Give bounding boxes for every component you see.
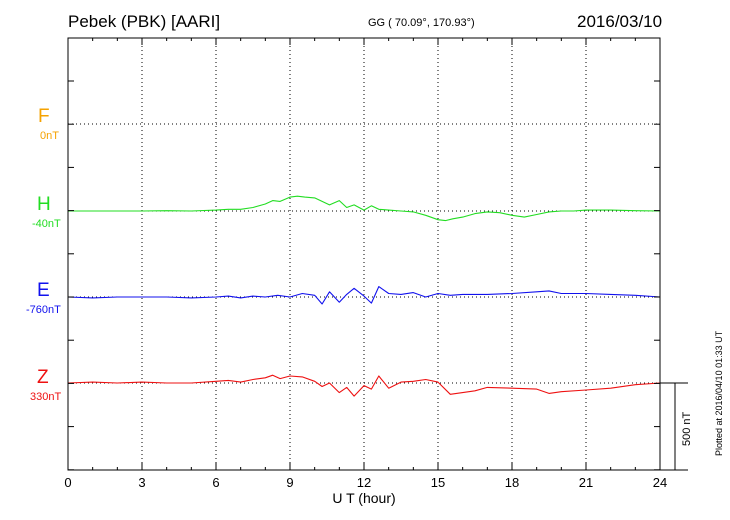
x-tick-label: 6 <box>212 475 219 490</box>
x-tick-label: 0 <box>64 475 71 490</box>
channel-e-label: E <box>37 280 50 301</box>
channel-h-label: H <box>37 194 51 215</box>
scale-bar <box>660 382 688 471</box>
channel-e-offset: -760nT <box>26 304 61 316</box>
x-tick-label: 24 <box>653 475 667 490</box>
series-line-h <box>68 195 661 222</box>
x-tick-label: 21 <box>579 475 593 490</box>
x-axis-label: U T (hour) <box>332 490 395 506</box>
scale-bar-label: 500 nT <box>681 411 693 446</box>
x-tick-label: 12 <box>357 475 371 490</box>
series-line-z <box>67 374 661 397</box>
channel-z-offset: 330nT <box>30 391 62 403</box>
x-tick-label: 3 <box>138 475 145 490</box>
x-tick-label: 9 <box>286 475 293 490</box>
channel-f-offset: 0nT <box>40 130 59 142</box>
x-tick-label: 15 <box>431 475 445 490</box>
station-title: Pebek (PBK) [AARI] <box>68 12 221 31</box>
plotted-timestamp: Plotted at 2016/04/10 01:33 UT <box>714 330 724 456</box>
channel-f-label: F <box>38 106 50 127</box>
series-line-e <box>67 286 661 305</box>
x-tick-label: 18 <box>505 475 519 490</box>
station-coordinates: GG ( 70.09°, 170.93°) <box>368 17 475 29</box>
channel-z-label: Z <box>37 367 49 388</box>
plot-date: 2016/03/10 <box>577 12 663 31</box>
grid <box>68 38 660 470</box>
series-layer <box>67 195 661 397</box>
x-ticks: 0 3 6 9 12 15 18 21 24 <box>64 38 667 490</box>
channel-h-offset: -40nT <box>32 218 61 230</box>
